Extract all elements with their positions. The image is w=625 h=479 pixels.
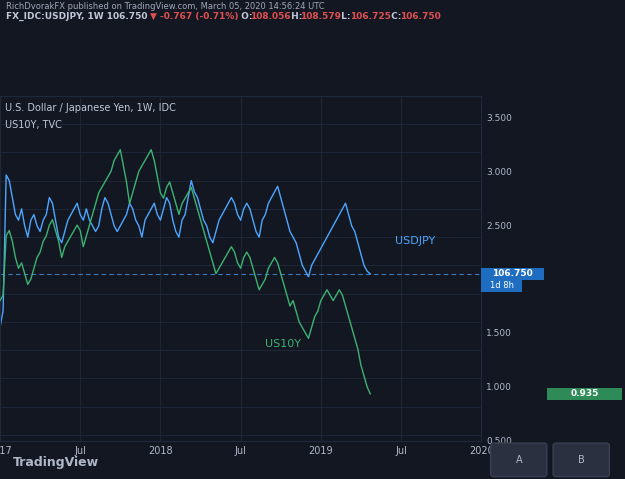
- Text: ▼ -0.767 (-0.71%): ▼ -0.767 (-0.71%): [150, 12, 239, 21]
- Text: US10Y: US10Y: [265, 339, 301, 349]
- Text: US10Y, TVC: US10Y, TVC: [5, 120, 62, 130]
- Text: O:: O:: [238, 12, 252, 21]
- Text: 106.750: 106.750: [400, 12, 441, 21]
- Text: 1d 8h: 1d 8h: [489, 281, 514, 290]
- Text: 106.750: 106.750: [492, 269, 533, 278]
- Text: B: B: [578, 455, 584, 465]
- Text: C:: C:: [388, 12, 401, 21]
- Text: U.S. Dollar / Japanese Yen, 1W, IDC: U.S. Dollar / Japanese Yen, 1W, IDC: [5, 103, 176, 113]
- Text: 0.935: 0.935: [570, 389, 599, 399]
- Text: L:: L:: [338, 12, 350, 21]
- Text: TradingView: TradingView: [12, 456, 99, 469]
- Text: 106.725: 106.725: [350, 12, 391, 21]
- Text: H:: H:: [288, 12, 302, 21]
- Text: A: A: [516, 455, 522, 465]
- Text: 108.056: 108.056: [250, 12, 291, 21]
- Text: 108.579: 108.579: [300, 12, 341, 21]
- Text: RichDvorakFX published on TradingView.com, March 05, 2020 14:56:24 UTC: RichDvorakFX published on TradingView.co…: [6, 2, 325, 11]
- Text: FX_IDC:USDJPY, 1W 106.750: FX_IDC:USDJPY, 1W 106.750: [6, 12, 151, 21]
- Text: USDJPY: USDJPY: [394, 236, 435, 246]
